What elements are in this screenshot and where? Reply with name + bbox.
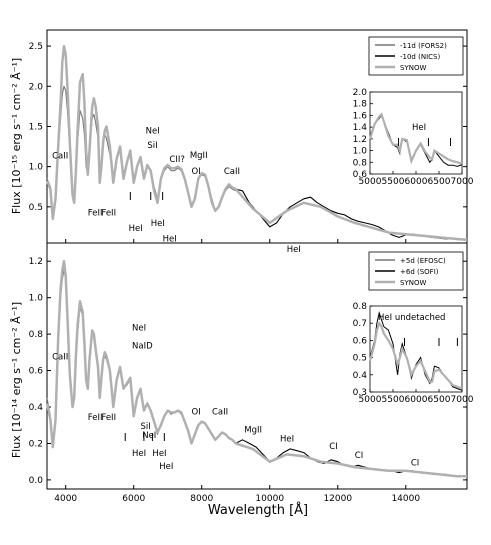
- bot-annotation: SiI: [141, 422, 151, 432]
- bot-annotation: HeI: [152, 449, 166, 459]
- top-ytick-label: 2.5: [29, 42, 43, 52]
- top-y-axis-label: Flux [10⁻¹⁵ erg s⁻¹ cm⁻² Å⁻¹]: [10, 58, 23, 214]
- top-inset-xtick-label: 7000: [451, 177, 474, 187]
- bot-annotation: NeI: [142, 431, 156, 441]
- top-inset-label: HeI: [412, 123, 426, 133]
- xtick-label: 14000: [391, 494, 420, 504]
- bot-annotation: HeI: [132, 449, 146, 459]
- bot-inset-ytick-label: 0.5: [353, 354, 367, 364]
- bot-ytick-label: 1.2: [29, 257, 43, 267]
- bottom-y-axis-label: Flux [10⁻¹⁴ erg s⁻¹ cm⁻² Å⁻¹]: [10, 302, 23, 458]
- top-ytick-label: 1.0: [29, 163, 44, 173]
- bottom-panel: 0.0 0.2 0.4 0.6 0.8 1.0 1.2 4000 6000 8000 10000 1…: [10, 242, 474, 518]
- top-inset-series-1-line: [368, 112, 463, 165]
- bot-annotation: MgII: [244, 426, 262, 436]
- top-annotation: MgII: [190, 151, 208, 161]
- top-ytick-label: 2.0: [29, 82, 44, 92]
- bot-inset-ytick-label: 0.8: [353, 302, 368, 312]
- bot-annotation: NaID: [132, 342, 153, 352]
- bot-ytick-label: 0.4: [29, 403, 44, 413]
- top-annotation: CaII: [224, 167, 240, 177]
- bot-annotation: NeI: [132, 323, 146, 333]
- top-inset-ytick-label: 0.6: [353, 170, 368, 180]
- bot-ytick-label: 1.0: [29, 294, 44, 304]
- bottom-plot-frame: [46, 242, 468, 490]
- top-inset-xtick-label: 5500: [382, 177, 405, 187]
- top-inset-xtick-label: 5000: [359, 177, 382, 187]
- top-series-2-line: [45, 44, 468, 242]
- bottom-legend-entry-2: +6d (SOFI): [400, 268, 439, 276]
- top-legend: -11d (FORS2) -10d (NICS) SYNOW: [368, 36, 464, 76]
- bot-annotation: CI: [355, 451, 363, 461]
- top-ytick-label: 1.5: [29, 122, 43, 132]
- bot-annotation: FeII: [88, 413, 103, 423]
- bot-inset-ytick-label: 0.7: [353, 319, 367, 329]
- top-series-1-line: [235, 188, 467, 241]
- bottom-legend: +5d (EFOSC) +6d (SOFI) SYNOW: [368, 251, 464, 291]
- top-legend-entry-3: SYNOW: [400, 64, 426, 72]
- top-annotation: HeI: [163, 234, 177, 244]
- bottom-inset-label: HeI undetached: [378, 313, 445, 323]
- top-inset-ytick-label: 1.0: [353, 147, 368, 157]
- bot-annotation: FeII: [101, 413, 116, 423]
- bot-annotation: HeI: [280, 435, 294, 445]
- bot-series-1-line: [235, 439, 467, 477]
- top-annotation: CII?: [169, 155, 184, 165]
- bot-ytick-label: 0.8: [29, 330, 44, 340]
- top-inset-xtick-label: 6500: [428, 177, 451, 187]
- top-inset-ytick-label: 2.0: [353, 88, 368, 98]
- xtick-label: 4000: [54, 494, 77, 504]
- bot-inset-xtick-label: 6500: [428, 395, 451, 405]
- top-annotation: FeII: [88, 209, 103, 219]
- bot-ytick-label: 0.0: [29, 476, 44, 486]
- bot-annotation: CaII: [52, 353, 68, 363]
- bot-ytick-label: 0.6: [29, 367, 44, 377]
- bot-annotation: HeI: [159, 462, 173, 472]
- top-inset: 0.6 0.81.0 1.2 1.4 1.61.8 2.0 5000 5500 6000 6500…: [353, 88, 474, 187]
- bot-series-2-line: [45, 259, 467, 478]
- bot-ytick-label: 0.2: [29, 439, 43, 449]
- bot-inset-xtick-label: 5500: [382, 395, 405, 405]
- top-annotation: HeI: [287, 245, 301, 255]
- bot-annotation: CI: [411, 458, 419, 468]
- top-annotation: HeI: [151, 219, 165, 229]
- bot-inset-xtick-label: 5000: [359, 395, 382, 405]
- bot-inset-xtick-label: 6000: [405, 395, 428, 405]
- top-ytick-label: 0.5: [29, 203, 43, 213]
- bot-annotation: OI: [192, 407, 201, 417]
- x-axis-label: Wavelength [Å]: [208, 502, 308, 518]
- top-annotation: NeI: [146, 127, 160, 137]
- bot-annotation: CaII: [212, 407, 228, 417]
- bottom-legend-entry-1: +5d (EFOSC): [400, 257, 446, 265]
- bot-inset-ytick-label: 0.6: [353, 336, 368, 346]
- top-inset-ytick-label: 1.8: [353, 100, 368, 110]
- bot-inset-series-1-line: [368, 320, 463, 390]
- top-legend-entry-1: -11d (FORS2): [400, 42, 447, 50]
- bot-inset-xtick-label: 7000: [451, 395, 474, 405]
- xtick-label: 10000: [255, 494, 284, 504]
- bottom-legend-entry-3: SYNOW: [400, 279, 426, 287]
- top-annotation: SiI: [147, 141, 157, 151]
- xtick-label: 6000: [122, 494, 145, 504]
- top-inset-ytick-label: 1.4: [353, 123, 368, 133]
- top-annotation: HeI: [129, 224, 143, 234]
- top-inset-ytick-label: 1.2: [353, 135, 367, 145]
- top-annotation: FeII: [101, 209, 116, 219]
- top-inset-ytick-label: 0.8: [353, 158, 368, 168]
- xtick-label: 12000: [323, 494, 352, 504]
- bottom-inset: 0.3 0.4 0.5 0.6 0.7 0.8 5000 5500 6000 6500 7000 H…: [353, 302, 474, 405]
- top-inset-ytick-label: 1.6: [353, 111, 368, 121]
- bot-inset-ytick-label: 0.3: [353, 388, 367, 398]
- top-annotation: OI: [192, 167, 201, 177]
- top-annotation: CaII: [52, 152, 68, 162]
- top-inset-xtick-label: 6000: [405, 177, 428, 187]
- bot-annotation: CI: [329, 442, 337, 452]
- bot-inset-ytick-label: 0.4: [353, 371, 368, 381]
- xtick-label: 8000: [190, 494, 213, 504]
- top-legend-entry-2: -10d (NICS): [400, 53, 440, 61]
